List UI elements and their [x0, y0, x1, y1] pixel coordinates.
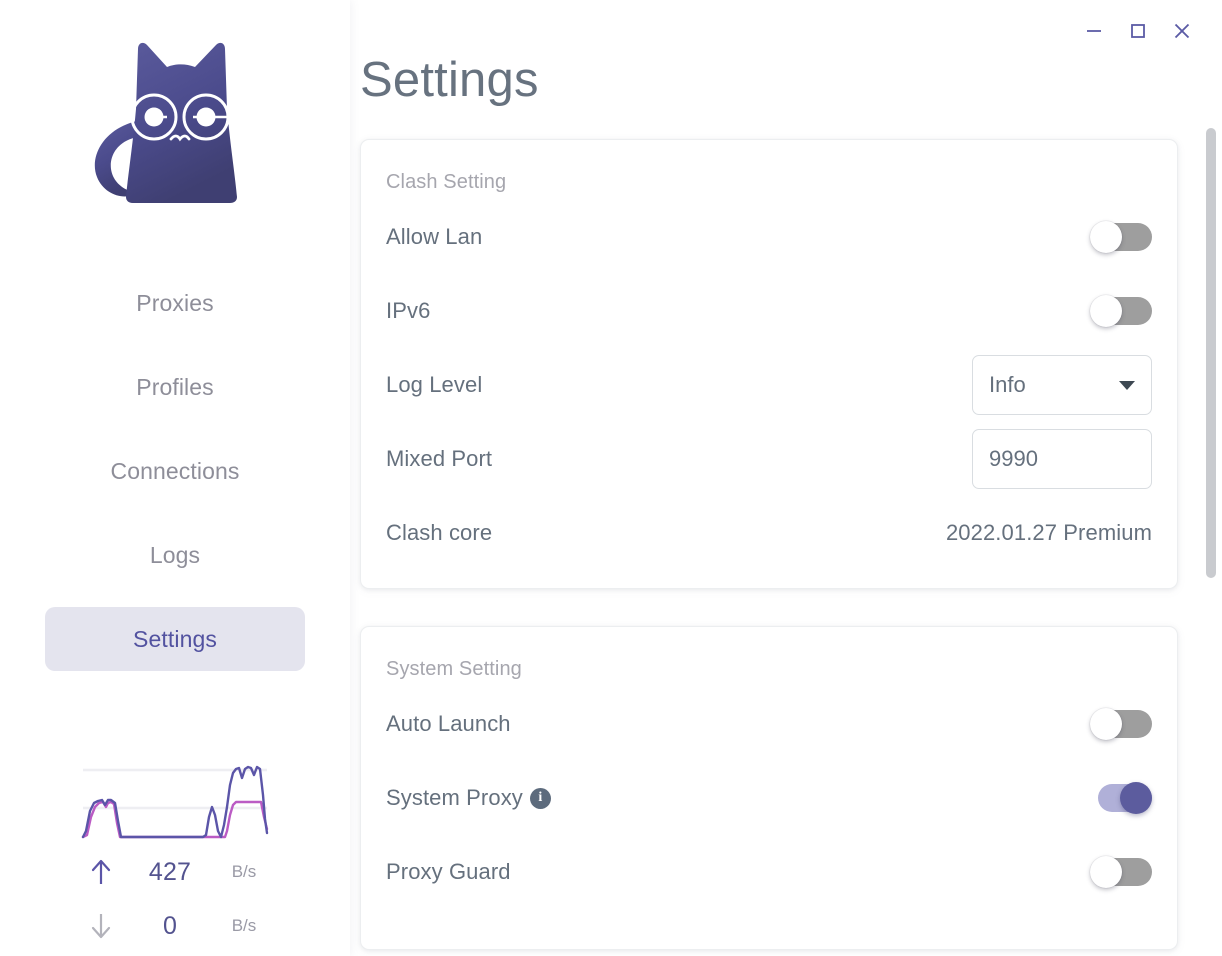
upload-value: 427: [148, 857, 192, 886]
sidebar-item-label: Logs: [149, 541, 201, 568]
upload-stat-row: 427 B/s: [75, 845, 275, 899]
scrollbar-thumb[interactable]: [1206, 128, 1216, 578]
card-title: System Setting: [386, 658, 522, 680]
sidebar-item-label: Settings: [133, 625, 217, 652]
vertical-scrollbar[interactable]: [1206, 0, 1216, 956]
ipv6-toggle[interactable]: [1090, 295, 1152, 327]
auto-launch-toggle[interactable]: [1090, 708, 1152, 740]
row-allow-lan: Allow Lan: [386, 200, 1152, 274]
info-icon[interactable]: i: [529, 787, 551, 809]
allow-lan-toggle[interactable]: [1090, 221, 1152, 253]
download-unit: B/s: [231, 916, 257, 935]
system-proxy-toggle[interactable]: [1090, 782, 1152, 814]
traffic-widget: 427 B/s 0 B/s: [45, 745, 305, 953]
proxy-guard-toggle[interactable]: [1090, 856, 1152, 888]
traffic-chart-icon: [81, 765, 269, 839]
sidebar-item-label: Proxies: [136, 289, 214, 316]
toggle-knob: [1090, 221, 1122, 253]
toggle-knob: [1090, 295, 1122, 327]
row-log-level: Log Level Info: [386, 348, 1152, 422]
toggle-knob: [1090, 856, 1122, 888]
sidebar-item-proxies[interactable]: Proxies: [45, 271, 305, 335]
title-bar: [0, 0, 1222, 60]
download-stat-row: 0 B/s: [75, 899, 275, 953]
row-label: Clash core: [386, 520, 493, 545]
sidebar-item-label: Profiles: [136, 373, 214, 400]
sidebar: Proxies Profiles Connections Logs Settin…: [0, 0, 350, 956]
row-label: Mixed Port: [386, 446, 493, 471]
row-proxy-guard: Proxy Guard: [386, 835, 1152, 909]
arrow-down-icon: [75, 911, 127, 941]
mixed-port-value: 9990: [989, 446, 1038, 471]
chevron-down-icon: [1119, 380, 1135, 390]
row-label: IPv6: [386, 298, 431, 323]
row-label: Auto Launch: [386, 711, 511, 736]
sidebar-item-label: Connections: [110, 457, 240, 484]
close-icon: [1174, 23, 1190, 39]
upload-unit: B/s: [231, 862, 257, 881]
main-content: Settings Clash Setting Allow Lan IPv6: [350, 0, 1222, 956]
sidebar-item-profiles[interactable]: Profiles: [45, 355, 305, 419]
minimize-icon: [1087, 30, 1101, 32]
maximize-icon: [1131, 24, 1145, 38]
row-label: Allow Lan: [386, 224, 483, 249]
system-setting-card: System Setting Auto Launch System Proxy …: [360, 626, 1178, 950]
close-button[interactable]: [1160, 14, 1204, 48]
row-label: Log Level: [386, 372, 483, 397]
sidebar-item-connections[interactable]: Connections: [45, 439, 305, 503]
traffic-sparkline: [75, 745, 275, 845]
clash-core-version: 2022.01.27 Premium: [945, 520, 1152, 545]
row-system-proxy: System Proxy i: [386, 761, 1152, 835]
toggle-knob: [1120, 782, 1152, 814]
toggle-knob: [1090, 708, 1122, 740]
log-level-select[interactable]: Info: [972, 355, 1152, 415]
sidebar-nav: Proxies Profiles Connections Logs Settin…: [45, 271, 305, 691]
cat-logo-icon: [88, 42, 265, 203]
mixed-port-input[interactable]: 9990: [972, 429, 1152, 489]
log-level-value: Info: [989, 372, 1026, 397]
download-value: 0: [162, 911, 178, 940]
row-label: Proxy Guard: [386, 859, 511, 884]
row-auto-launch: Auto Launch: [386, 687, 1152, 761]
row-ipv6: IPv6: [386, 274, 1152, 348]
arrow-up-icon: [75, 857, 127, 887]
row-label: System Proxy: [386, 785, 523, 810]
maximize-button[interactable]: [1116, 14, 1160, 48]
minimize-button[interactable]: [1072, 14, 1116, 48]
settings-scroll-area: Settings Clash Setting Allow Lan IPv6: [350, 0, 1222, 950]
row-clash-core: Clash core 2022.01.27 Premium: [386, 496, 1152, 570]
card-title: Clash Setting: [386, 171, 507, 193]
row-mixed-port: Mixed Port 9990: [386, 422, 1152, 496]
sidebar-item-logs[interactable]: Logs: [45, 523, 305, 587]
page-title: Settings: [360, 53, 539, 107]
app-logo: [70, 22, 280, 227]
row-label-wrap: System Proxy i: [386, 785, 551, 811]
sidebar-item-settings[interactable]: Settings: [45, 607, 305, 671]
clash-setting-card: Clash Setting Allow Lan IPv6: [360, 139, 1178, 589]
